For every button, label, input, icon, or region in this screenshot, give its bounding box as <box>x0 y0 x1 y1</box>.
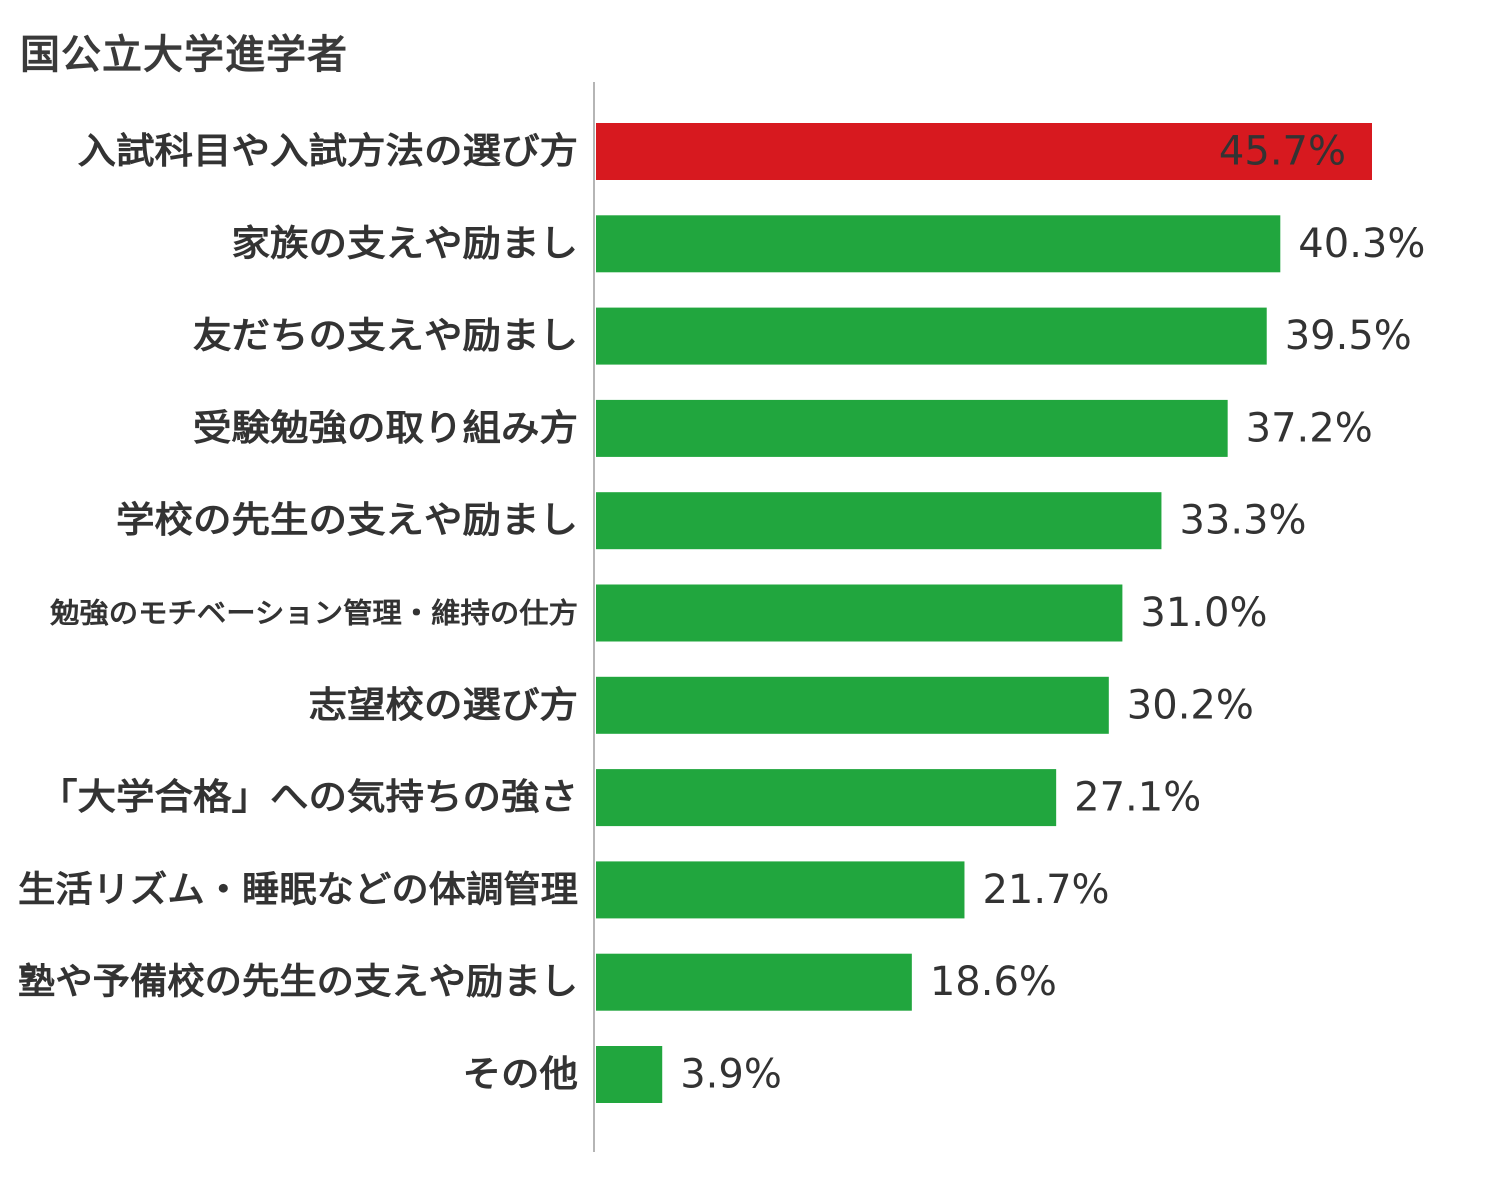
bar <box>596 861 965 919</box>
category-label: 家族の支えや励まし <box>232 223 579 264</box>
category-label: 学校の先生の支えや励まし <box>116 499 578 541</box>
category-label: 志望校の選び方 <box>309 685 579 726</box>
category-label: 「大学合格」への気持ちの強さ <box>39 776 578 818</box>
bar <box>596 307 1267 365</box>
value-label: 45.7% <box>1219 129 1346 175</box>
bar <box>596 123 1372 180</box>
value-label: 39.5% <box>1285 313 1412 359</box>
bar <box>596 492 1162 550</box>
bar <box>596 676 1109 734</box>
value-label: 27.1% <box>1074 775 1201 821</box>
bar <box>596 1046 663 1103</box>
category-label: 生活リズム・睡眠などの体調管理 <box>18 868 578 910</box>
value-label: 37.2% <box>1246 405 1373 451</box>
value-label: 3.9% <box>680 1052 782 1098</box>
chart-title: 国公立大学進学者 <box>20 32 348 78</box>
value-label: 31.0% <box>1140 590 1267 636</box>
category-label: 入試科目や入試方法の選び方 <box>78 131 579 172</box>
value-label: 18.6% <box>930 959 1057 1005</box>
category-label: 受験勉強の取り組み方 <box>193 408 578 449</box>
bar <box>596 215 1281 273</box>
value-label: 40.3% <box>1298 221 1425 267</box>
bar <box>596 584 1123 642</box>
value-label: 33.3% <box>1179 498 1306 544</box>
bar <box>596 769 1057 827</box>
value-label: 21.7% <box>982 867 1109 913</box>
bar <box>596 399 1228 457</box>
category-label: 勉強のモチベーション管理・維持の仕方 <box>49 597 578 630</box>
category-label: 友だちの支えや励まし <box>193 316 578 357</box>
bar <box>596 953 912 1011</box>
category-label: その他 <box>463 1054 579 1095</box>
category-label: 塾や予備校の先生の支えや励まし <box>18 962 578 1003</box>
value-label: 30.2% <box>1127 682 1254 728</box>
